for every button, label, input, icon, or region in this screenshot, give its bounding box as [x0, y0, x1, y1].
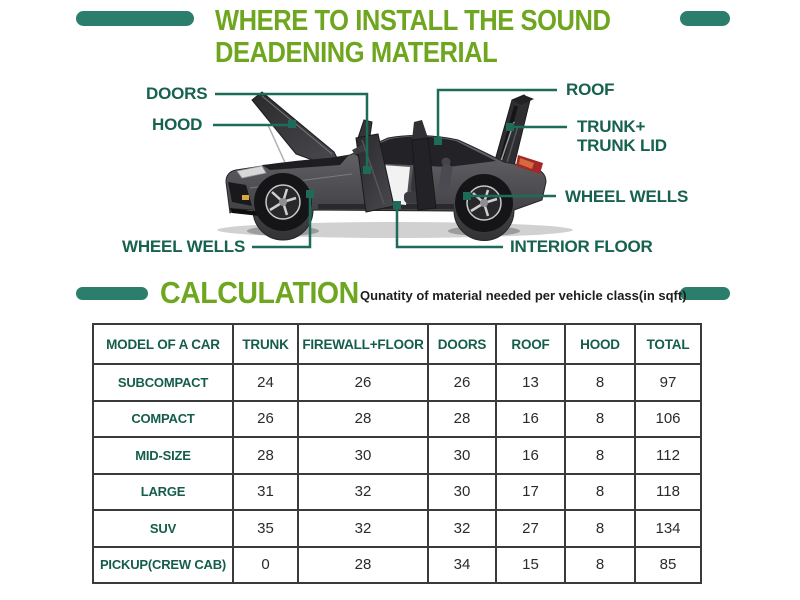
model-cell: PICKUP(CREW CAB) [92, 545, 234, 584]
calculation-subtitle: Qunatity of material needed per vehicle … [360, 288, 687, 303]
car-diagram: DOORS HOOD ROOF TRUNK+ TRUNK LID WHEEL W… [0, 70, 800, 265]
calculation-heading: CALCULATION [160, 275, 359, 310]
value-cell: 26 [297, 363, 429, 402]
material-quantity-table: MODEL OF A CAR TRUNK FIREWALL+FLOOR DOOR… [92, 323, 702, 584]
label-hood: HOOD [152, 115, 203, 134]
decorative-bar [76, 11, 194, 26]
value-cell: 31 [232, 472, 299, 511]
value-cell: 8 [564, 399, 636, 438]
value-cell: 8 [564, 509, 636, 548]
value-cell: 32 [297, 472, 429, 511]
header-cell: FIREWALL+FLOOR [297, 323, 429, 365]
value-cell: 112 [634, 436, 702, 475]
model-cell: SUBCOMPACT [92, 363, 234, 402]
table-row: MID-SIZE 28 30 30 16 8 112 [92, 436, 702, 475]
table-row: SUBCOMPACT 24 26 26 13 8 97 [92, 363, 702, 402]
table-row: SUV 35 32 32 27 8 134 [92, 509, 702, 548]
value-cell: 32 [297, 509, 429, 548]
value-cell: 16 [495, 399, 566, 438]
value-cell: 30 [427, 436, 497, 475]
value-cell: 8 [564, 472, 636, 511]
model-cell: SUV [92, 509, 234, 548]
header-cell: TRUNK [232, 323, 299, 365]
value-cell: 30 [297, 436, 429, 475]
decorative-bar [76, 287, 148, 300]
label-doors: DOORS [146, 84, 208, 103]
value-cell: 32 [427, 509, 497, 548]
value-cell: 97 [634, 363, 702, 402]
value-cell: 28 [232, 436, 299, 475]
value-cell: 106 [634, 399, 702, 438]
table-row: COMPACT 26 28 28 16 8 106 [92, 399, 702, 438]
value-cell: 35 [232, 509, 299, 548]
value-cell: 16 [495, 436, 566, 475]
header-cell: DOORS [427, 323, 497, 365]
value-cell: 28 [297, 399, 429, 438]
value-cell: 8 [564, 436, 636, 475]
callout-markers [288, 120, 514, 209]
value-cell: 17 [495, 472, 566, 511]
label-roof: ROOF [566, 80, 615, 99]
value-cell: 28 [297, 545, 429, 584]
header-cell: MODEL OF A CAR [92, 323, 234, 365]
callout-lines [213, 88, 567, 249]
value-cell: 0 [232, 545, 299, 584]
table-row: PICKUP(CREW CAB) 0 28 34 15 8 85 [92, 545, 702, 584]
decorative-bar [680, 11, 730, 26]
decorative-bar [680, 287, 730, 300]
header-cell: HOOD [564, 323, 636, 365]
car-illustration [213, 88, 573, 249]
label-wheel-wells-right: WHEEL WELLS [565, 187, 689, 206]
front-wheel [254, 173, 312, 231]
value-cell: 85 [634, 545, 702, 584]
value-cell: 8 [564, 545, 636, 584]
value-cell: 26 [427, 363, 497, 402]
value-cell: 13 [495, 363, 566, 402]
label-wheel-wells-left: WHEEL WELLS [122, 237, 246, 256]
value-cell: 15 [495, 545, 566, 584]
header-cell: ROOF [495, 323, 566, 365]
value-cell: 118 [634, 472, 702, 511]
rear-wheel [455, 174, 513, 232]
value-cell: 8 [564, 363, 636, 402]
page-title-line1: WHERE TO INSTALL THE SOUND [215, 5, 611, 37]
value-cell: 34 [427, 545, 497, 584]
value-cell: 26 [232, 399, 299, 438]
header-cell: TOTAL [634, 323, 702, 365]
label-interior-floor: INTERIOR FLOOR [510, 237, 653, 256]
value-cell: 30 [427, 472, 497, 511]
label-trunk-trunk-lid: TRUNK+ TRUNK LID [577, 117, 667, 155]
value-cell: 134 [634, 509, 702, 548]
value-cell: 24 [232, 363, 299, 402]
table-row: LARGE 31 32 30 17 8 118 [92, 472, 702, 511]
value-cell: 27 [495, 509, 566, 548]
model-cell: LARGE [92, 472, 234, 511]
model-cell: COMPACT [92, 399, 234, 438]
model-cell: MID-SIZE [92, 436, 234, 475]
value-cell: 28 [427, 399, 497, 438]
page-title-line2: DEADENING MATERIAL [215, 37, 498, 69]
table-header-row: MODEL OF A CAR TRUNK FIREWALL+FLOOR DOOR… [92, 323, 702, 365]
